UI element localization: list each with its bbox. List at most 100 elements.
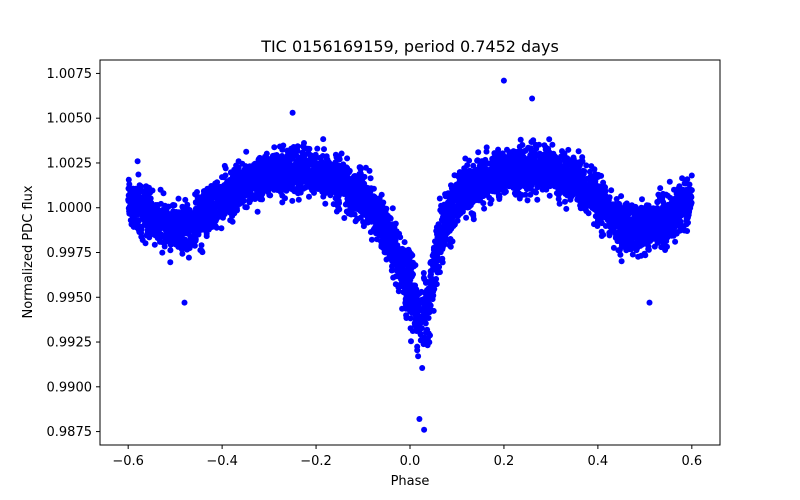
data-point — [618, 193, 625, 200]
data-point — [222, 165, 229, 172]
data-point — [407, 308, 414, 315]
data-point — [266, 159, 273, 166]
data-point — [310, 185, 317, 191]
data-point — [481, 205, 488, 212]
data-point — [565, 146, 572, 153]
data-point — [414, 343, 421, 350]
data-point — [378, 213, 385, 219]
data-point — [389, 262, 396, 269]
points-layer — [125, 77, 695, 433]
data-point — [387, 230, 394, 237]
data-point — [372, 219, 379, 226]
data-point — [517, 136, 524, 143]
data-point — [481, 159, 488, 165]
data-point — [477, 158, 484, 165]
data-point — [519, 142, 526, 148]
data-point — [420, 341, 427, 348]
data-point — [160, 190, 167, 197]
data-point — [301, 140, 307, 146]
data-point — [541, 142, 548, 149]
data-point — [402, 299, 409, 306]
data-point — [424, 335, 431, 342]
data-point — [466, 157, 473, 164]
data-point — [167, 241, 174, 248]
data-point — [151, 241, 158, 248]
data-point — [185, 254, 192, 261]
data-point — [399, 305, 406, 312]
data-point — [301, 144, 307, 151]
data-point — [218, 225, 225, 232]
data-point — [222, 172, 229, 179]
data-point — [525, 145, 532, 151]
data-point — [530, 153, 537, 160]
data-point — [305, 150, 312, 157]
data-point — [433, 276, 440, 282]
data-point — [129, 212, 136, 219]
data-point — [427, 268, 434, 275]
data-point — [366, 167, 373, 174]
data-point — [461, 167, 468, 174]
data-point — [449, 238, 456, 245]
data-point — [279, 192, 286, 199]
data-point — [375, 200, 382, 207]
data-point — [532, 141, 539, 148]
data-point — [344, 155, 351, 162]
data-point — [638, 252, 645, 259]
data-point — [457, 201, 463, 208]
data-point — [447, 243, 454, 250]
data-point — [392, 281, 399, 288]
data-point — [263, 150, 270, 157]
data-point — [451, 193, 458, 200]
data-point — [681, 180, 688, 187]
data-point — [438, 205, 445, 212]
data-point — [602, 188, 609, 195]
data-point — [322, 200, 329, 207]
data-point — [295, 196, 302, 203]
data-point — [484, 192, 491, 198]
chart-title: TIC 0156169159, period 0.7452 days — [260, 37, 559, 56]
data-point — [667, 209, 674, 216]
data-point — [617, 251, 624, 258]
data-point — [246, 180, 253, 187]
data-point — [252, 196, 258, 202]
data-point — [463, 187, 470, 194]
data-point — [280, 156, 287, 163]
data-point — [381, 232, 388, 239]
data-point — [659, 197, 666, 204]
data-point — [158, 200, 164, 207]
data-point — [598, 172, 605, 179]
data-point — [553, 190, 560, 197]
data-point — [216, 204, 223, 211]
data-point — [413, 297, 420, 304]
data-point — [147, 195, 154, 202]
data-point — [251, 182, 258, 189]
data-point — [127, 217, 134, 224]
data-point — [271, 144, 278, 151]
data-point — [359, 207, 365, 214]
data-point — [147, 189, 154, 196]
data-point — [179, 250, 186, 257]
data-point — [487, 200, 494, 207]
data-point — [401, 239, 408, 246]
data-point — [654, 199, 661, 206]
data-point — [178, 246, 185, 253]
data-point — [212, 217, 219, 224]
data-point — [397, 281, 404, 288]
data-point — [214, 179, 221, 186]
data-point — [546, 167, 553, 174]
data-point — [553, 156, 560, 163]
data-point — [409, 252, 416, 259]
data-point — [588, 163, 595, 170]
data-point — [130, 185, 136, 192]
data-point — [407, 315, 414, 322]
data-point — [269, 175, 276, 182]
data-point — [428, 279, 435, 286]
data-point — [143, 183, 150, 190]
data-point — [182, 196, 189, 203]
data-point — [427, 273, 434, 280]
data-point — [660, 190, 666, 197]
data-point — [136, 217, 143, 224]
data-point — [562, 198, 568, 205]
data-point — [320, 136, 327, 143]
data-point — [415, 326, 422, 333]
